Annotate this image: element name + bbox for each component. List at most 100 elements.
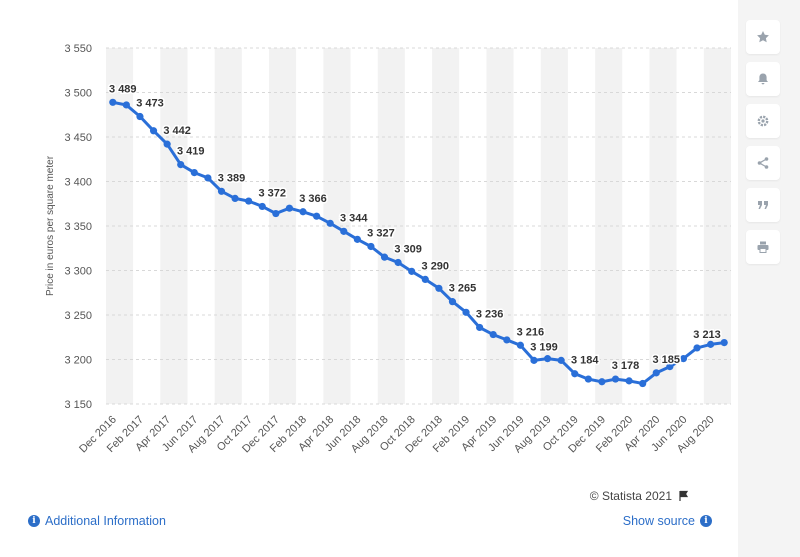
data-point bbox=[408, 267, 416, 275]
data-label: 3 372 bbox=[258, 187, 286, 199]
data-point bbox=[217, 187, 226, 195]
data-point bbox=[462, 308, 470, 316]
y-tick-label: 3 200 bbox=[64, 355, 92, 367]
data-label: 3 199 bbox=[530, 341, 558, 353]
data-point bbox=[516, 341, 525, 349]
data-point bbox=[149, 127, 158, 135]
info-icon: i bbox=[700, 515, 712, 527]
data-label: 3 236 bbox=[476, 308, 504, 320]
data-label: 3 265 bbox=[449, 283, 477, 295]
data-point bbox=[625, 377, 633, 385]
data-point bbox=[557, 356, 565, 364]
data-point bbox=[476, 323, 484, 332]
data-point bbox=[204, 174, 212, 182]
y-tick-label: 3 500 bbox=[64, 88, 92, 100]
data-label: 3 309 bbox=[394, 243, 422, 255]
data-point bbox=[231, 194, 239, 203]
data-point bbox=[421, 275, 429, 283]
data-point bbox=[693, 344, 701, 352]
data-point bbox=[598, 378, 606, 386]
show-source-label: Show source bbox=[622, 514, 695, 528]
y-tick-label: 3 250 bbox=[64, 310, 92, 322]
chart-card: 3 150 3 200 3 250 3 300 3 350 3 400 3 450 3 500… bbox=[0, 0, 738, 557]
data-label: 3 185 bbox=[653, 354, 681, 366]
data-point bbox=[489, 330, 497, 339]
y-tick-label: 3 150 bbox=[64, 399, 92, 411]
data-point bbox=[611, 375, 620, 383]
additional-information-link[interactable]: i Additional Information bbox=[28, 514, 166, 528]
show-source-link[interactable]: Show source i bbox=[623, 514, 712, 528]
star-button[interactable] bbox=[746, 20, 780, 54]
data-point bbox=[679, 355, 688, 363]
data-label: 3 366 bbox=[299, 193, 327, 205]
data-point bbox=[530, 356, 538, 364]
quote-icon bbox=[758, 201, 768, 209]
gear-icon bbox=[757, 115, 769, 127]
data-point bbox=[312, 212, 321, 220]
data-label: 3 442 bbox=[163, 125, 191, 137]
data-label: 3 216 bbox=[517, 326, 545, 338]
print-button[interactable] bbox=[746, 230, 780, 264]
data-point bbox=[299, 208, 307, 216]
data-point bbox=[435, 284, 443, 292]
data-label: 3 344 bbox=[340, 212, 368, 224]
data-point bbox=[503, 336, 511, 344]
data-label: 3 290 bbox=[422, 260, 450, 272]
data-point bbox=[245, 197, 253, 205]
y-tick-label: 3 350 bbox=[64, 221, 92, 233]
data-label: 3 327 bbox=[367, 227, 395, 239]
y-tick-label: 3 400 bbox=[64, 177, 92, 189]
data-point bbox=[122, 101, 130, 109]
data-point bbox=[353, 235, 361, 243]
credit-text: © Statista 2021 bbox=[589, 489, 672, 503]
data-label: 3 213 bbox=[693, 329, 721, 341]
statista-credit[interactable]: © Statista 2021 bbox=[590, 489, 690, 503]
star-icon bbox=[757, 31, 769, 43]
data-point bbox=[177, 160, 185, 169]
cite-button[interactable] bbox=[746, 188, 780, 222]
data-point bbox=[272, 209, 280, 218]
data-point bbox=[190, 169, 198, 177]
data-point bbox=[367, 242, 375, 251]
data-point bbox=[584, 375, 592, 383]
data-point bbox=[326, 219, 334, 227]
data-point bbox=[136, 112, 144, 121]
print-icon bbox=[757, 241, 769, 253]
data-point bbox=[394, 258, 402, 267]
data-point bbox=[720, 338, 728, 347]
share-icon bbox=[757, 157, 769, 169]
y-tick-label: 3 550 bbox=[64, 43, 92, 55]
data-label: 3 419 bbox=[177, 146, 205, 158]
data-point bbox=[448, 298, 457, 306]
data-label: 3 489 bbox=[109, 83, 137, 95]
data-point bbox=[639, 379, 647, 388]
data-point bbox=[707, 340, 715, 348]
data-point bbox=[380, 253, 389, 261]
y-axis-title: Price in euros per square meter bbox=[45, 155, 56, 296]
line-chart: 3 150 3 200 3 250 3 300 3 350 3 400 3 450 3 500… bbox=[45, 43, 731, 455]
data-label: 3 184 bbox=[571, 355, 599, 367]
flag-icon bbox=[679, 490, 689, 501]
data-point bbox=[258, 202, 266, 211]
data-point bbox=[285, 204, 294, 212]
data-point bbox=[340, 227, 348, 235]
y-tick-label: 3 450 bbox=[64, 132, 92, 144]
data-point bbox=[163, 140, 171, 148]
series-line bbox=[112, 100, 725, 385]
settings-button[interactable] bbox=[746, 104, 780, 138]
alert-button[interactable] bbox=[746, 62, 780, 96]
data-label: 3 178 bbox=[612, 360, 640, 372]
data-label: 3 389 bbox=[218, 172, 246, 184]
data-label: 3 473 bbox=[136, 98, 164, 110]
side-toolbar bbox=[746, 20, 782, 272]
data-point bbox=[652, 369, 660, 377]
data-point bbox=[109, 98, 117, 106]
additional-information-label: Additional Information bbox=[45, 514, 166, 528]
info-icon: i bbox=[28, 515, 40, 527]
y-tick-label: 3 300 bbox=[64, 266, 92, 278]
share-button[interactable] bbox=[746, 146, 780, 180]
data-point bbox=[571, 370, 579, 378]
data-point bbox=[543, 355, 552, 363]
bell-icon bbox=[758, 73, 768, 85]
data-point bbox=[666, 363, 674, 371]
